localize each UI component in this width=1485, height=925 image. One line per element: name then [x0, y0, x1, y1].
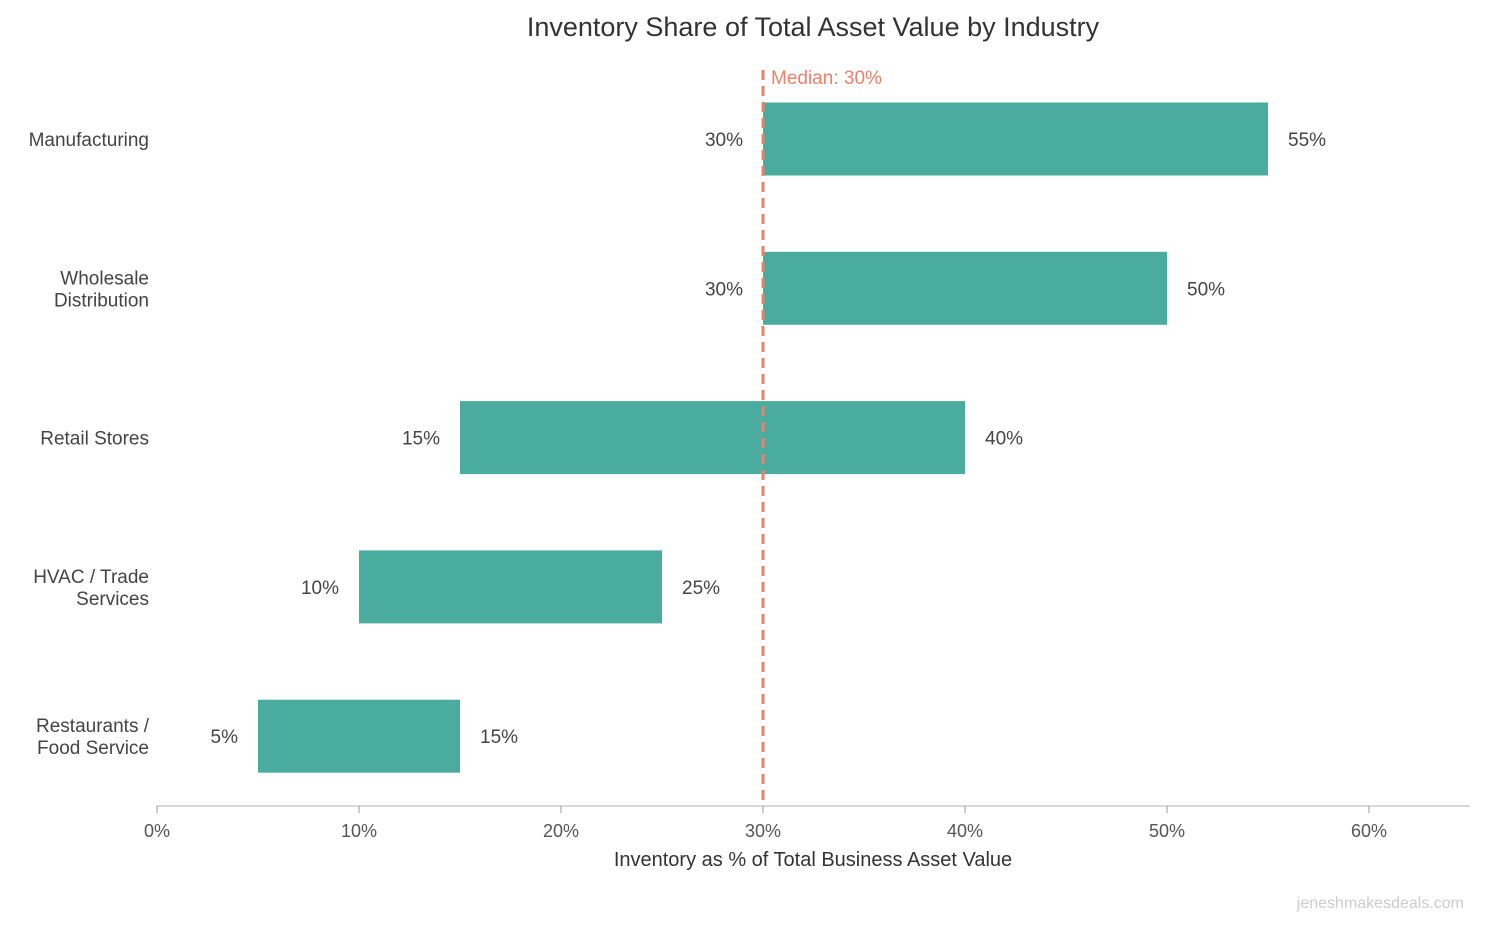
low-value-label: 15%: [402, 429, 440, 450]
high-value-label: 25%: [682, 578, 720, 599]
category-label: HVAC / Trade Services: [33, 567, 149, 610]
low-value-label: 30%: [705, 130, 743, 151]
x-tick-label: 60%: [1351, 821, 1387, 841]
low-value-label: 5%: [211, 727, 239, 748]
bar: [258, 699, 460, 773]
x-tick-label: 30%: [745, 821, 781, 841]
x-tick-label: 0%: [144, 821, 170, 841]
watermark: jeneshmakesdeals.com: [1296, 895, 1464, 912]
category-label-line: Food Service: [37, 738, 149, 759]
x-tick-label: 50%: [1149, 821, 1185, 841]
category-label-line: Wholesale: [60, 268, 149, 289]
bar: [763, 251, 1167, 325]
high-value-label: 50%: [1187, 279, 1225, 300]
high-value-label: 15%: [480, 727, 518, 748]
high-value-label: 40%: [985, 429, 1023, 450]
category-label: Wholesale Distribution: [54, 268, 149, 311]
category-label-line: HVAC / Trade: [33, 567, 149, 588]
bar: [763, 102, 1268, 176]
category-label-line: Distribution: [54, 290, 149, 311]
category-label-line: Retail Stores: [40, 429, 149, 450]
low-value-label: 30%: [705, 279, 743, 300]
x-tick-label: 10%: [341, 821, 377, 841]
low-value-label: 10%: [301, 578, 339, 599]
high-value-label: 55%: [1288, 130, 1326, 151]
category-label-line: Restaurants /: [36, 716, 150, 737]
category-label: Retail Stores: [40, 429, 149, 450]
bar: [359, 550, 662, 624]
chart-title: Inventory Share of Total Asset Value by …: [527, 12, 1100, 42]
category-label: Manufacturing: [29, 130, 149, 151]
x-tick-label: 20%: [543, 821, 579, 841]
median-label: Median: 30%: [771, 68, 882, 89]
x-axis-label: Inventory as % of Total Business Asset V…: [614, 849, 1012, 871]
category-label-line: Services: [76, 589, 149, 610]
x-tick-label: 40%: [947, 821, 983, 841]
category-label: Restaurants / Food Service: [36, 716, 150, 759]
bar: [460, 401, 965, 475]
category-label-line: Manufacturing: [29, 130, 149, 151]
